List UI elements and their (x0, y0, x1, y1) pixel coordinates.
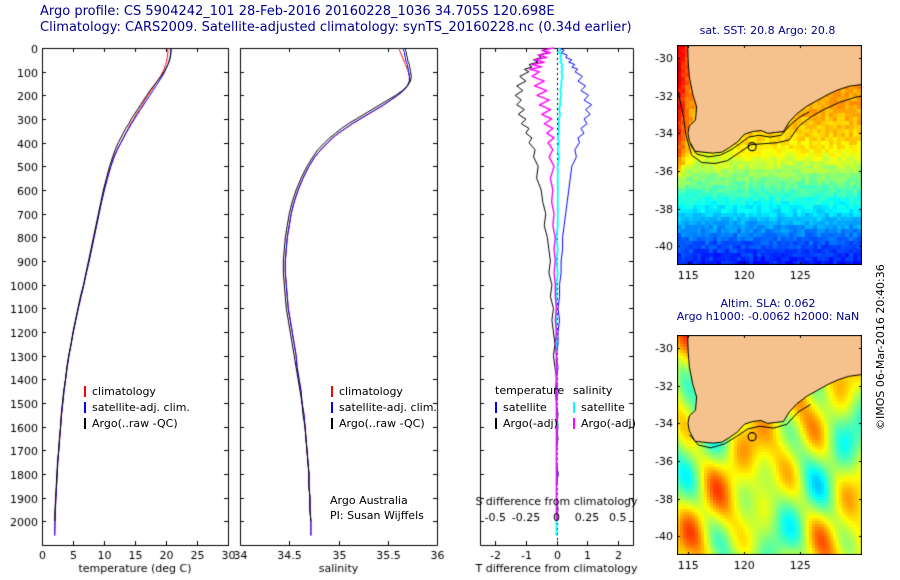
legend-item: Argo(-adj) (573, 415, 636, 431)
temperature-legend: climatology satellite-adj. clim. Argo(..… (84, 383, 190, 431)
sst-map-canvas (677, 45, 862, 265)
legend-label: satellite-adj. clim. (92, 400, 190, 414)
argo-diff-line-swatch (495, 417, 497, 429)
climatology-line-swatch (84, 385, 86, 397)
satellite-clim-line-swatch (84, 401, 86, 413)
legend-item: Argo(..raw -QC) (331, 415, 437, 431)
legend-item: satellite (495, 399, 564, 415)
temperature-diff-legend: temperature satellite Argo(-adj) (495, 383, 564, 431)
climatology-line-swatch (331, 385, 333, 397)
legend-item: climatology (331, 383, 437, 399)
sla-title-line2: Argo h1000: -0.0062 h2000: NaN (676, 310, 860, 323)
legend-item: Argo(-adj) (495, 415, 564, 431)
legend-label: Argo(-adj) (581, 416, 636, 430)
legend-label: Argo(-adj) (503, 416, 558, 430)
sla-map-title: Altim. SLA: 0.062 Argo h1000: -0.0062 h2… (648, 297, 888, 323)
title-line2: Climatology: CARS2009. Satellite-adjuste… (40, 20, 632, 35)
argo-line-swatch (331, 417, 333, 429)
satellite-saldiff-line-swatch (573, 401, 575, 413)
figure-header: Argo profile: CS 5904242_101 28-Feb-2016… (40, 4, 632, 36)
satellite-clim-line-swatch (331, 401, 333, 413)
legend-label: satellite (503, 400, 547, 414)
sla-title-line1: Altim. SLA: 0.062 (720, 297, 816, 310)
legend-label: satellite-adj. clim. (339, 400, 437, 414)
argo-australia-annotation: Argo Australia PI: Susan Wijffels (330, 493, 424, 523)
legend-label: satellite (581, 400, 625, 414)
legend-label: climatology (339, 384, 403, 398)
legend-item: satellite-adj. clim. (84, 399, 190, 415)
legend-item: climatology (84, 383, 190, 399)
title-line1: Argo profile: CS 5904242_101 28-Feb-2016… (40, 4, 555, 19)
salinity-diff-legend: salinity satellite Argo(-adj) (573, 383, 636, 431)
legend-label: Argo(..raw -QC) (339, 416, 425, 430)
legend-label: Argo(..raw -QC) (92, 416, 178, 430)
argo-line-swatch (84, 417, 86, 429)
legend-group-header: temperature (495, 384, 565, 397)
legend-item: satellite (573, 399, 636, 415)
annotation-line2: PI: Susan Wijffels (330, 509, 424, 522)
legend-item: Argo(..raw -QC) (84, 415, 190, 431)
legend-group-header: salinity (573, 384, 613, 397)
sst-map-title: sat. SST: 20.8 Argo: 20.8 (699, 24, 836, 37)
sla-map-canvas (677, 335, 862, 555)
imos-watermark: ©IMOS 06-Mar-2016 20:40:36 (874, 264, 887, 430)
salinity-legend: climatology satellite-adj. clim. Argo(..… (331, 383, 437, 431)
satellite-diff-line-swatch (495, 401, 497, 413)
legend-item: satellite-adj. clim. (331, 399, 437, 415)
annotation-line1: Argo Australia (330, 494, 408, 507)
argo-saldiff-line-swatch (573, 417, 575, 429)
legend-label: climatology (92, 384, 156, 398)
